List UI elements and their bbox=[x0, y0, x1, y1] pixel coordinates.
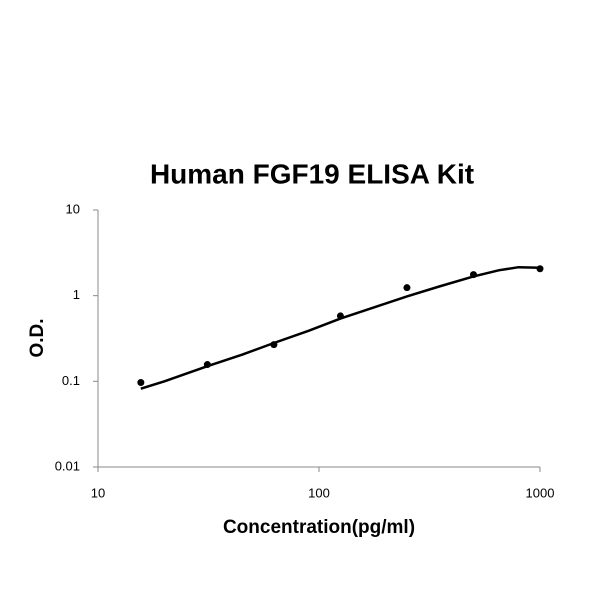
x-tick-label: 100 bbox=[308, 485, 330, 500]
chart-title: Human FGF19 ELISA Kit bbox=[150, 158, 474, 189]
x-tick-label: 1000 bbox=[526, 485, 555, 500]
y-tick-label: 0.1 bbox=[62, 373, 80, 388]
y-tick-label: 0.01 bbox=[55, 458, 80, 473]
x-axis-label: Concentration(pg/ml) bbox=[223, 517, 415, 538]
data-point bbox=[137, 378, 145, 386]
fit-curve bbox=[140, 265, 541, 390]
data-point bbox=[403, 284, 411, 292]
y-tick-label: 1 bbox=[73, 287, 80, 302]
x-tick-label: 10 bbox=[91, 485, 105, 500]
y-tick-label: 10 bbox=[66, 201, 80, 216]
y-axis-label: O.D. bbox=[27, 318, 48, 357]
